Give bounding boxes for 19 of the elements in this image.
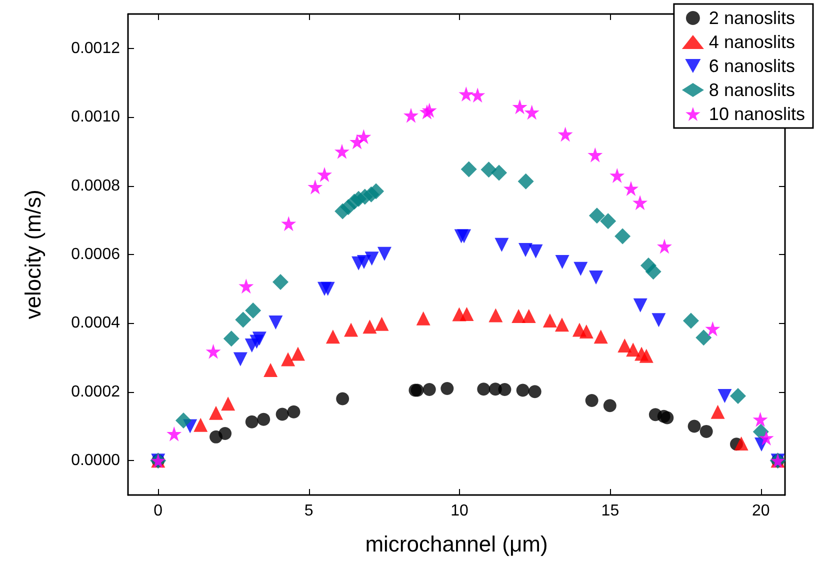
- y-tick-label: 0.0000: [71, 452, 120, 470]
- x-tick-label: 0: [154, 502, 163, 520]
- x-tick-label: 5: [304, 502, 314, 520]
- legend-label: 8 nanoslits: [708, 80, 795, 100]
- x-axis-title: microchannel (μm): [365, 532, 548, 556]
- x-tick-label: 15: [601, 502, 620, 520]
- y-tick-label: 0.0012: [71, 40, 120, 57]
- y-tick-label: 0.0006: [71, 246, 120, 263]
- y-tick-label: 0.0004: [71, 314, 120, 332]
- x-tick-label: 20: [752, 502, 770, 520]
- y-tick-label: 0.0008: [71, 177, 120, 194]
- y-tick-label: 0.0010: [71, 108, 120, 126]
- legend-label: 10 nanoslits: [708, 104, 806, 124]
- legend-label: 2 nanoslits: [708, 8, 795, 28]
- legend-label: 4 nanoslits: [708, 32, 795, 52]
- y-tick-label: 0.0002: [71, 383, 120, 400]
- legend-label: 6 nanoslits: [708, 56, 795, 76]
- y-axis-title: velocity (m/s): [20, 190, 46, 320]
- x-tick-label: 10: [450, 502, 469, 520]
